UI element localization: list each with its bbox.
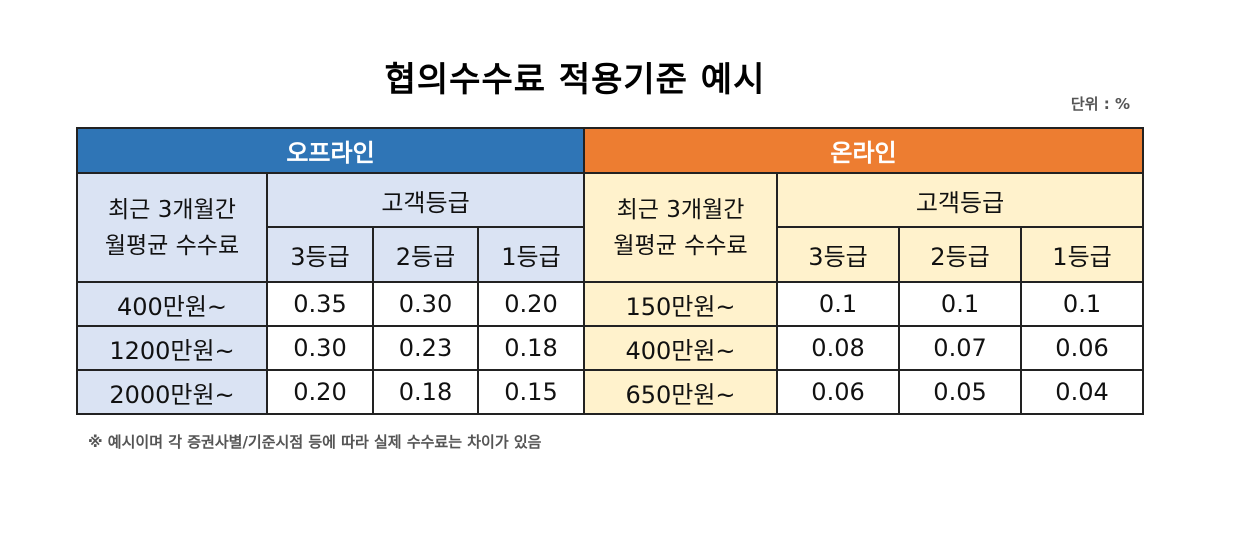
online-grade-1: 1등급 [1020,226,1145,283]
offline-grade-2: 2등급 [372,226,479,283]
online-value: 0.07 [898,325,1023,371]
online-value: 0.1 [898,281,1023,327]
offline-value: 0.18 [372,369,479,415]
fee-table: 오프라인 온라인 최근 3개월간 월평균 수수료 고객등급 최근 3개월간 월평… [75,127,1145,415]
offline-value: 0.20 [266,369,374,415]
table-row: 1200만원~ 0.30 0.23 0.18 400만원~ 0.08 0.07 … [76,325,1145,371]
online-threshold: 150만원~ [583,281,779,327]
table-row: 2000만원~ 0.20 0.18 0.15 650만원~ 0.06 0.05 … [76,369,1145,415]
section-header-row: 오프라인 온라인 [75,127,1145,174]
online-fee-label: 최근 3개월간 월평균 수수료 [583,172,779,283]
online-threshold: 650만원~ [583,369,779,415]
grade-row: 3등급 2등급 1등급 3등급 2등급 1등급 [77,226,1145,283]
offline-header: 오프라인 [75,127,586,174]
online-grade-3: 3등급 [776,226,901,283]
offline-threshold: 400만원~ [76,281,268,327]
offline-value: 0.15 [476,369,586,415]
offline-fee-label: 최근 3개월간 월평균 수수료 [76,172,268,283]
online-value: 0.08 [776,325,901,371]
offline-grade-3: 3등급 [266,226,374,283]
online-value: 0.06 [1020,325,1145,371]
online-threshold: 400만원~ [583,325,779,371]
offline-value: 0.23 [372,325,479,371]
offline-value: 0.35 [266,281,374,327]
online-value: 0.05 [898,369,1023,415]
grade-header-row: 최근 3개월간 월평균 수수료 고객등급 최근 3개월간 월평균 수수료 고객등… [76,172,1145,283]
offline-value: 0.30 [266,325,374,371]
online-value: 0.04 [1020,369,1145,415]
offline-fee-label-line1: 최근 3개월간 [108,196,236,223]
online-value: 0.06 [776,369,901,415]
online-fee-label-line1: 최근 3개월간 [616,196,745,223]
offline-grade-header: 고객등급 [265,172,586,228]
footnote: ※ 예시이며 각 증권사별/기준시점 등에 따라 실제 수수료는 차이가 있음 [88,433,542,451]
offline-threshold: 2000만원~ [76,369,268,415]
offline-threshold: 1200만원~ [76,325,268,371]
online-header: 온라인 [583,127,1145,174]
offline-value: 0.20 [476,281,586,327]
table-row: 400만원~ 0.35 0.30 0.20 150만원~ 0.1 0.1 0.1 [76,281,1145,327]
online-grade-header: 고객등급 [776,172,1145,228]
offline-grade-1: 1등급 [476,226,586,283]
page-title: 협의수수료 적용기준 예시 [384,60,766,100]
online-fee-label-line2: 월평균 수수료 [613,232,748,259]
online-grade-2: 2등급 [898,226,1023,283]
online-value: 0.1 [776,281,901,327]
online-value: 0.1 [1020,281,1145,327]
unit-label: 단위 : % [1070,95,1130,113]
offline-fee-label-line2: 월평균 수수료 [104,232,240,259]
offline-value: 0.30 [372,281,479,327]
offline-value: 0.18 [476,325,586,371]
